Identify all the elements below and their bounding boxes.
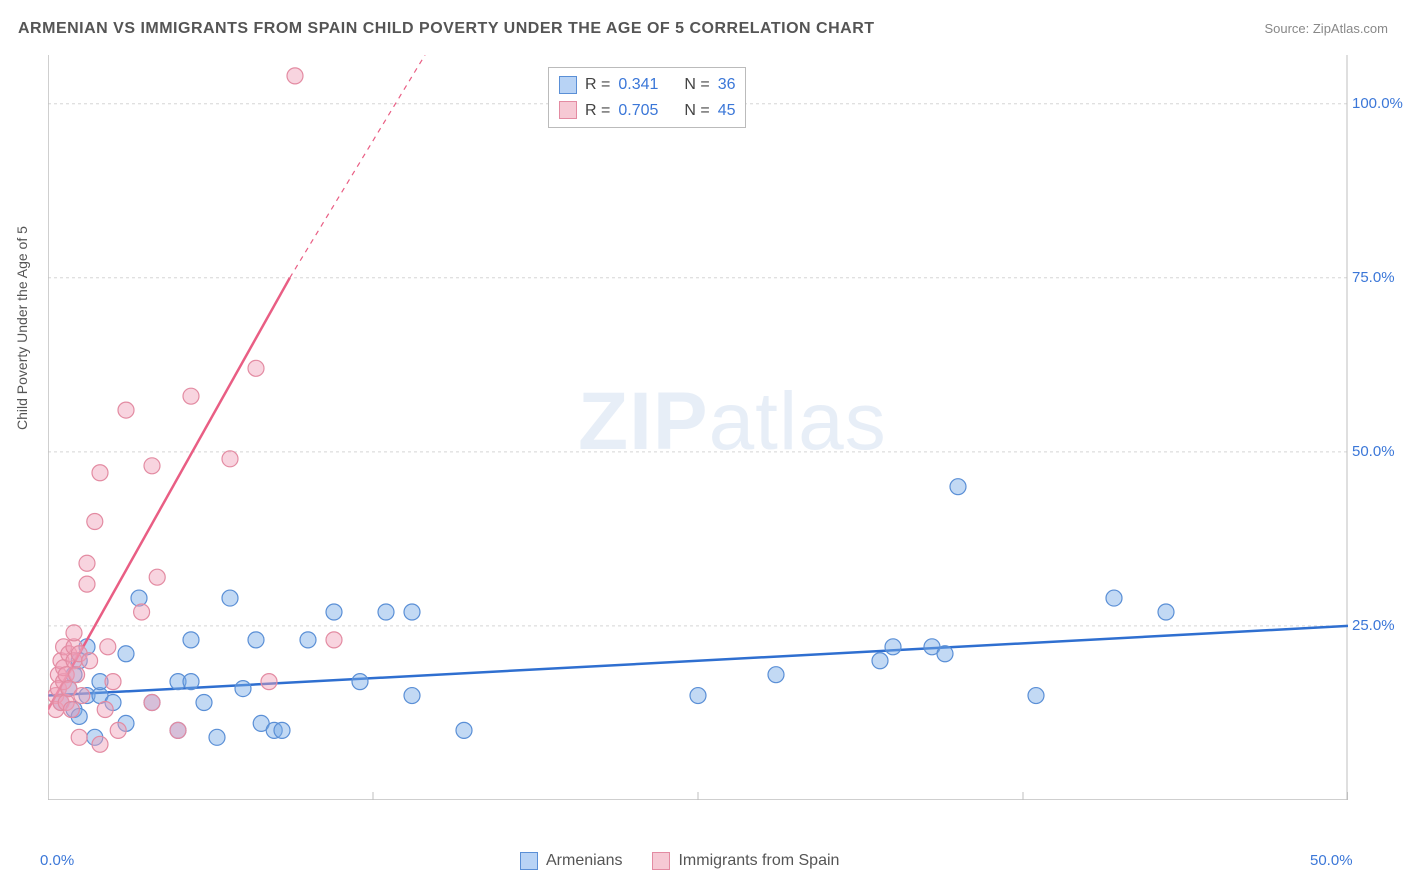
series-legend: Armenians Immigrants from Spain [520, 852, 839, 870]
x-tick-max: 50.0% [1310, 852, 1353, 869]
legend-swatch [559, 101, 577, 119]
series-legend-item: Immigrants from Spain [652, 852, 839, 870]
stats-legend: R = 0.341 N = 36 R = 0.705 N = 45 [548, 67, 746, 128]
chart-title: ARMENIAN VS IMMIGRANTS FROM SPAIN CHILD … [18, 20, 875, 38]
source-credit: Source: ZipAtlas.com [1264, 21, 1388, 36]
x-tick-min: 0.0% [40, 852, 74, 869]
y-tick-label: 50.0% [1352, 443, 1395, 460]
legend-swatch [652, 852, 670, 870]
series-legend-item: Armenians [520, 852, 622, 870]
legend-swatch [559, 76, 577, 94]
stats-legend-row: R = 0.341 N = 36 [559, 72, 735, 98]
chart-plot-area: ZIPatlas R = 0.341 N = 36 R = 0.705 N = … [48, 55, 1378, 825]
y-axis-label: Child Poverty Under the Age of 5 [14, 226, 30, 430]
source-link[interactable]: ZipAtlas.com [1313, 21, 1388, 36]
stats-legend-row: R = 0.705 N = 45 [559, 98, 735, 124]
y-tick-label: 75.0% [1352, 269, 1395, 286]
y-tick-label: 25.0% [1352, 617, 1395, 634]
legend-swatch [520, 852, 538, 870]
y-tick-label: 100.0% [1352, 95, 1403, 112]
